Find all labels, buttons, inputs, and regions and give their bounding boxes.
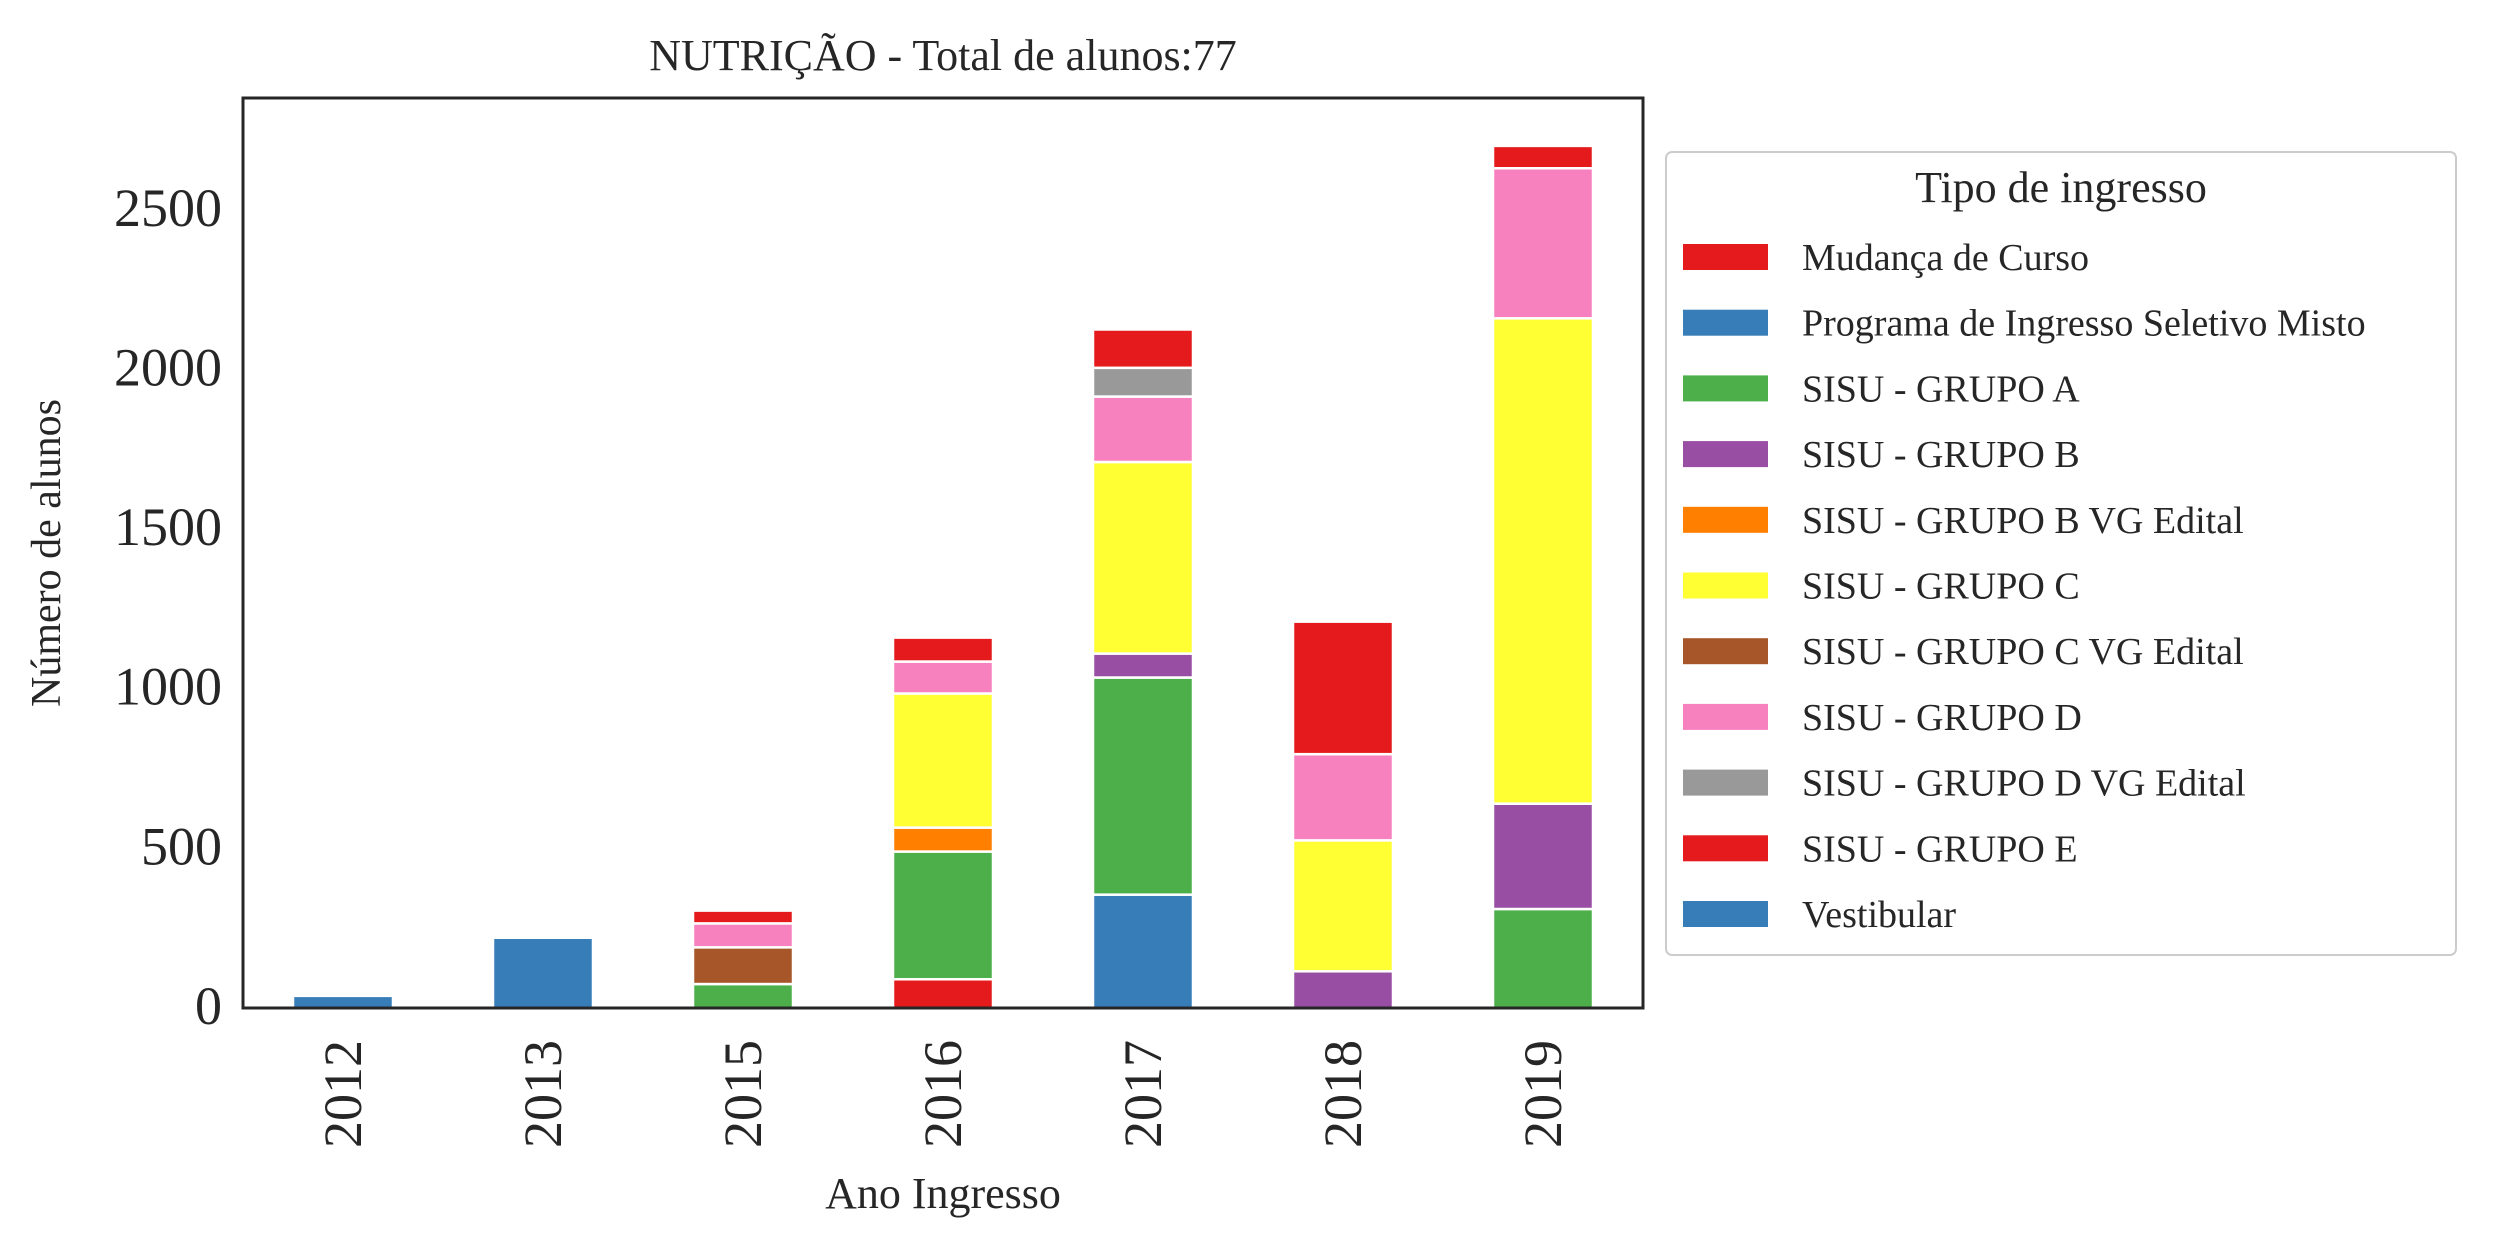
bar-segment-2018-s7	[1291, 752, 1395, 842]
legend-swatch	[1683, 901, 1768, 927]
x-axis-label: Ano Ingresso	[825, 1169, 1061, 1218]
bar-segment-2015-s9	[691, 909, 795, 925]
y-tick-label: 2000	[114, 337, 222, 397]
bar-segment-2019-s6	[1491, 317, 1595, 805]
bar-segment-2016-s7	[891, 660, 995, 695]
bar-segment-2017-s6	[1091, 460, 1195, 655]
y-tick-label: 500	[141, 816, 222, 876]
legend-title: Tipo de ingresso	[1915, 163, 2207, 212]
bar-segment-2019-s7	[1491, 166, 1595, 320]
y-tick-label: 0	[195, 976, 222, 1036]
legend-swatch	[1683, 769, 1768, 796]
x-tick-label: 2016	[913, 1040, 973, 1148]
bar-segment-2015-s2	[691, 982, 795, 1010]
legend-swatch	[1683, 244, 1768, 270]
x-tick-label: 2015	[713, 1040, 773, 1148]
bar-segment-2017-s0	[1091, 893, 1195, 1010]
legend-label: Programa de Ingresso Seletivo Misto	[1802, 303, 2366, 345]
bar-segment-2018-s9	[1291, 620, 1395, 756]
y-tick-label: 1500	[114, 497, 222, 557]
bar-segment-2016-s9	[891, 636, 995, 663]
legend-swatch	[1683, 703, 1768, 730]
x-tick-label: 2012	[313, 1040, 373, 1148]
bar-segment-2017-s7	[1091, 395, 1195, 464]
legend-label: Mudança de Curso	[1802, 237, 2089, 279]
legend-label: SISU - GRUPO D VG Edital	[1802, 763, 2246, 805]
legend-label: SISU - GRUPO B	[1802, 434, 2080, 476]
legend-label: SISU - GRUPO C VG Edital	[1802, 631, 2244, 673]
bar-segment-2019-s3	[1491, 802, 1595, 911]
chart-title: NUTRIÇÃO - Total de alunos:77	[649, 31, 1237, 80]
x-tick-label: 2017	[1113, 1040, 1173, 1148]
bar-segment-2016-s5	[891, 826, 995, 853]
x-tick-label: 2018	[1313, 1040, 1373, 1148]
legend-label: SISU - GRUPO B VG Edital	[1802, 500, 2244, 542]
bar-segment-2015-s4	[691, 946, 795, 986]
plot-frame	[241, 96, 1645, 1010]
legend-swatch	[1683, 309, 1768, 336]
legend-label: SISU - GRUPO A	[1802, 368, 2080, 410]
legend-swatch	[1683, 835, 1768, 862]
y-tick-label: 2500	[114, 178, 222, 238]
bar-segment-2013-s0	[491, 936, 595, 1010]
bars-layer	[291, 144, 1595, 1010]
bar-segment-2016-s1	[891, 978, 995, 1010]
legend-swatch	[1683, 638, 1768, 665]
bar-segment-2015-s7	[691, 922, 795, 949]
legend: Tipo de ingresso Mudança de Curso Program…	[1665, 151, 2457, 956]
legend-swatch	[1683, 375, 1768, 402]
x-axis: 2012 2013 2015 2016 2017 2018 2019	[313, 1040, 1573, 1148]
legend-label: SISU - GRUPO E	[1802, 828, 2078, 870]
legend-swatch	[1683, 572, 1768, 599]
y-tick-label: 1000	[114, 657, 222, 717]
bar-segment-2017-s8	[1091, 366, 1195, 398]
bar-segment-2017-s3	[1091, 652, 1195, 679]
bar-segment-2018-s3	[1291, 970, 1395, 1010]
bar-segment-2016-s6	[891, 692, 995, 829]
legend-label: SISU - GRUPO D	[1802, 697, 2082, 739]
y-axis-label: Número de alunos	[24, 399, 70, 707]
y-axis: 0 500 1000 1500 2000 2500	[114, 178, 222, 1036]
x-tick-label: 2019	[1513, 1040, 1573, 1148]
legend-label: Vestibular	[1802, 894, 1956, 936]
bar-segment-2019-s2	[1491, 907, 1595, 1010]
bar-segment-2017-s9	[1091, 328, 1195, 370]
legend-frame	[1665, 151, 2457, 956]
bar-segment-2018-s6	[1291, 839, 1395, 973]
legend-swatch	[1683, 506, 1768, 533]
bar-segment-2017-s2	[1091, 676, 1195, 896]
bar-segment-2016-s2	[891, 850, 995, 981]
legend-swatch	[1683, 441, 1768, 468]
x-tick-label: 2013	[513, 1040, 573, 1148]
bar-segment-2019-s9	[1491, 144, 1595, 170]
bar-segment-2012-s0	[291, 994, 395, 1010]
legend-label: SISU - GRUPO C	[1802, 566, 2080, 608]
